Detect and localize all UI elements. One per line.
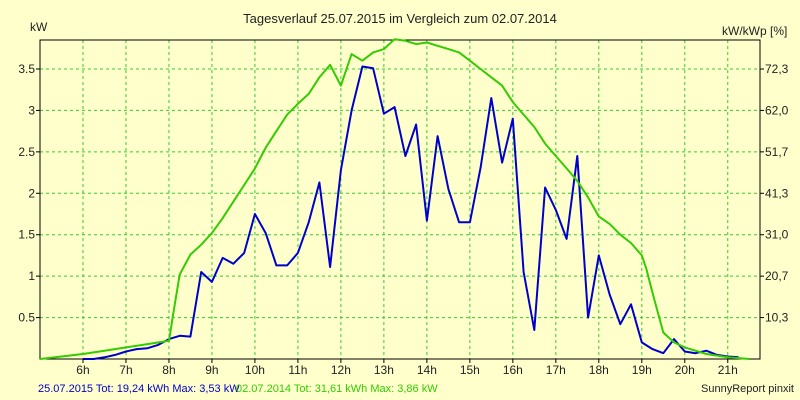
x-tick-label: 16h [503,363,523,377]
grid [40,40,760,359]
x-tick-label: 21h [718,363,738,377]
x-tick-label: 12h [331,363,351,377]
y-left-tick-label: 1 [28,269,35,283]
x-tick-label: 7h [119,363,132,377]
legend-series-2: 02.07.2014 Tot: 31,61 kWh Max: 3,86 kW [236,383,438,395]
left-axis-label: kW [30,20,48,34]
y-left-tick-label: 1.5 [18,228,35,242]
x-tick-label: 9h [205,363,218,377]
y-right-tick-label: 31,0 [765,228,789,242]
x-tick-label: 6h [76,363,89,377]
x-tick-label: 18h [589,363,609,377]
y-left-tick-label: 3.5 [18,62,35,76]
y-right-tick-label: 51,7 [765,145,789,159]
y-left-tick-label: 2 [28,186,35,200]
x-tick-label: 8h [162,363,175,377]
x-tick-label: 20h [675,363,695,377]
chart-title: Tagesverlauf 25.07.2015 im Vergleich zum… [243,11,557,26]
y-left-tick-label: 0.5 [18,311,35,325]
x-tick-label: 14h [417,363,437,377]
x-tick-label: 15h [460,363,480,377]
y-right-tick-label: 41,3 [765,186,789,200]
series-line-1 [83,65,739,360]
series-lines [39,38,750,360]
y-right-tick-label: 20,7 [765,269,789,283]
right-axis-label: kW/kWp [%] [722,24,787,38]
y-right-tick-label: 10,3 [765,311,789,325]
y-right-tick-label: 72,3 [765,62,789,76]
x-tick-label: 11h [288,363,307,377]
y-right-tick-label: 62,0 [765,103,789,117]
x-tick-label: 10h [245,363,265,377]
credit-text: SunnyReport pinxit [701,383,794,395]
x-tick-label: 17h [546,363,566,377]
series-line-2 [39,38,750,360]
y-left-tick-label: 3 [28,103,35,117]
x-tick-label: 13h [374,363,394,377]
legend-series-1: 25.07.2015 Tot: 19,24 kWh Max: 3,53 kW [38,383,240,395]
tick-labels: 6h 7h 8h 9h 10h 11h 12h 13h 14h 15h 16h 17h 18h 19h 20… [18,62,788,377]
y-left-tick-label: 2.5 [18,145,35,159]
x-tick-label: 19h [632,363,652,377]
